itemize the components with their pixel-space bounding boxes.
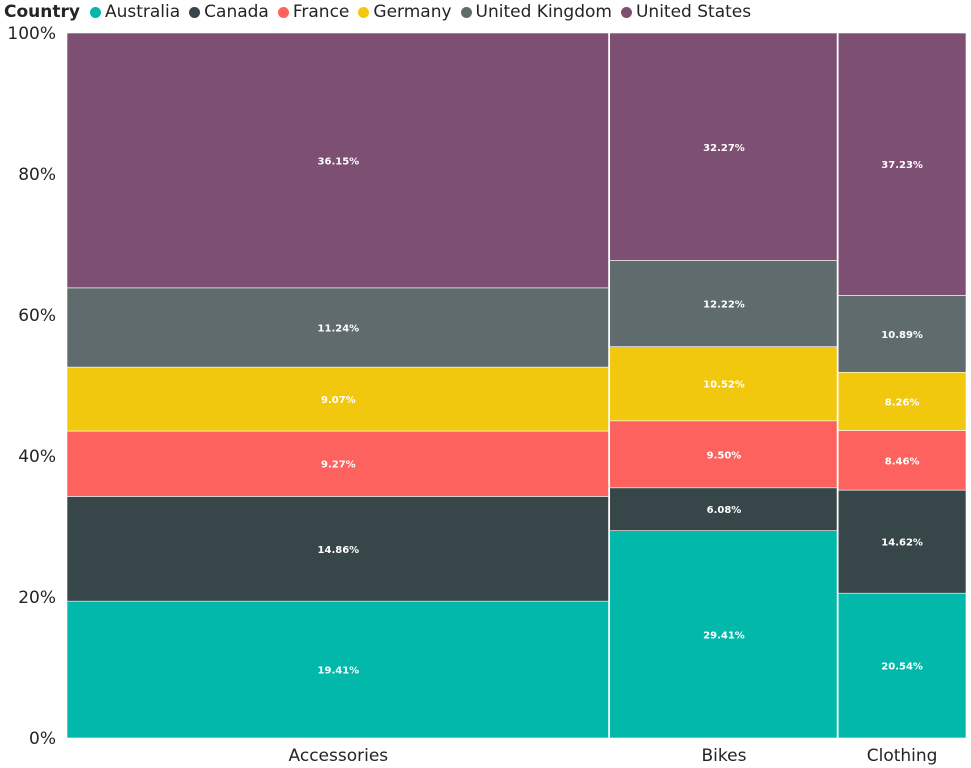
data-label: 9.07% — [321, 395, 356, 406]
legend-item[interactable]: United States — [620, 2, 752, 22]
data-label: 14.62% — [881, 538, 923, 549]
legend-item[interactable]: Australia — [89, 2, 181, 22]
data-label: 32.27% — [703, 143, 745, 154]
legend-label: Germany — [373, 2, 452, 22]
legend-label: France — [292, 2, 350, 22]
bar-segment[interactable] — [609, 420, 839, 489]
legend-items: Australia Canada France Germany United Kingd… — [89, 2, 760, 22]
data-label: 9.50% — [707, 450, 742, 461]
bar-segment[interactable] — [837, 32, 967, 296]
legend-marker — [277, 6, 289, 18]
data-label: 8.26% — [885, 397, 920, 408]
bar-segment[interactable] — [66, 496, 611, 602]
bar-segment[interactable] — [66, 600, 611, 739]
legend-item[interactable]: United Kingdom — [460, 2, 612, 22]
data-label: 8.46% — [885, 456, 920, 467]
bar-segment[interactable] — [837, 371, 967, 431]
bar-segment[interactable] — [66, 430, 611, 497]
legend-label: Canada — [204, 2, 269, 22]
data-label: 14.86% — [318, 545, 360, 556]
bar-segment[interactable] — [609, 530, 839, 739]
legend-marker — [189, 6, 201, 18]
y-tick-label: 40% — [18, 447, 56, 467]
data-label: 12.22% — [703, 300, 745, 311]
y-tick-label: 100% — [7, 24, 56, 44]
legend: Country Australia Canada France Germany Unit… — [4, 0, 760, 24]
legend-item[interactable]: France — [277, 2, 350, 22]
legend-marker — [89, 6, 101, 18]
x-tick-label: Accessories — [289, 746, 389, 766]
bar-segment[interactable] — [609, 346, 839, 422]
bar-segment[interactable] — [837, 295, 967, 373]
bar-segment[interactable] — [609, 32, 839, 261]
data-label: 9.27% — [321, 460, 356, 471]
bar-segment[interactable] — [609, 260, 839, 347]
data-label: 10.89% — [881, 330, 923, 341]
bar-segment[interactable] — [609, 487, 839, 531]
x-tick-label: Clothing — [867, 746, 938, 766]
data-label: 19.41% — [318, 666, 360, 677]
bar-segment[interactable] — [837, 430, 967, 491]
data-label: 20.54% — [881, 662, 923, 673]
data-label: 6.08% — [707, 505, 742, 516]
bar-segment[interactable] — [66, 32, 611, 289]
legend-item[interactable]: Germany — [358, 2, 452, 22]
y-tick-label: 0% — [29, 729, 56, 749]
data-label: 11.24% — [318, 323, 360, 334]
data-label: 29.41% — [703, 630, 745, 641]
y-tick-label: 60% — [18, 306, 56, 326]
x-tick-label: Bikes — [702, 746, 747, 766]
legend-marker — [620, 6, 632, 18]
legend-marker — [460, 6, 472, 18]
legend-label: United States — [635, 2, 752, 22]
y-tick-label: 20% — [18, 588, 56, 608]
bar-segment[interactable] — [66, 287, 611, 368]
legend-label: United Kingdom — [475, 2, 612, 22]
legend-item[interactable]: Canada — [189, 2, 269, 22]
legend-title: Country — [4, 2, 80, 22]
data-label: 10.52% — [703, 380, 745, 391]
y-tick-label: 80% — [18, 165, 56, 185]
legend-label: Australia — [104, 2, 181, 22]
data-label: 37.23% — [881, 160, 923, 171]
data-label: 36.15% — [318, 156, 360, 167]
legend-marker — [358, 6, 370, 18]
